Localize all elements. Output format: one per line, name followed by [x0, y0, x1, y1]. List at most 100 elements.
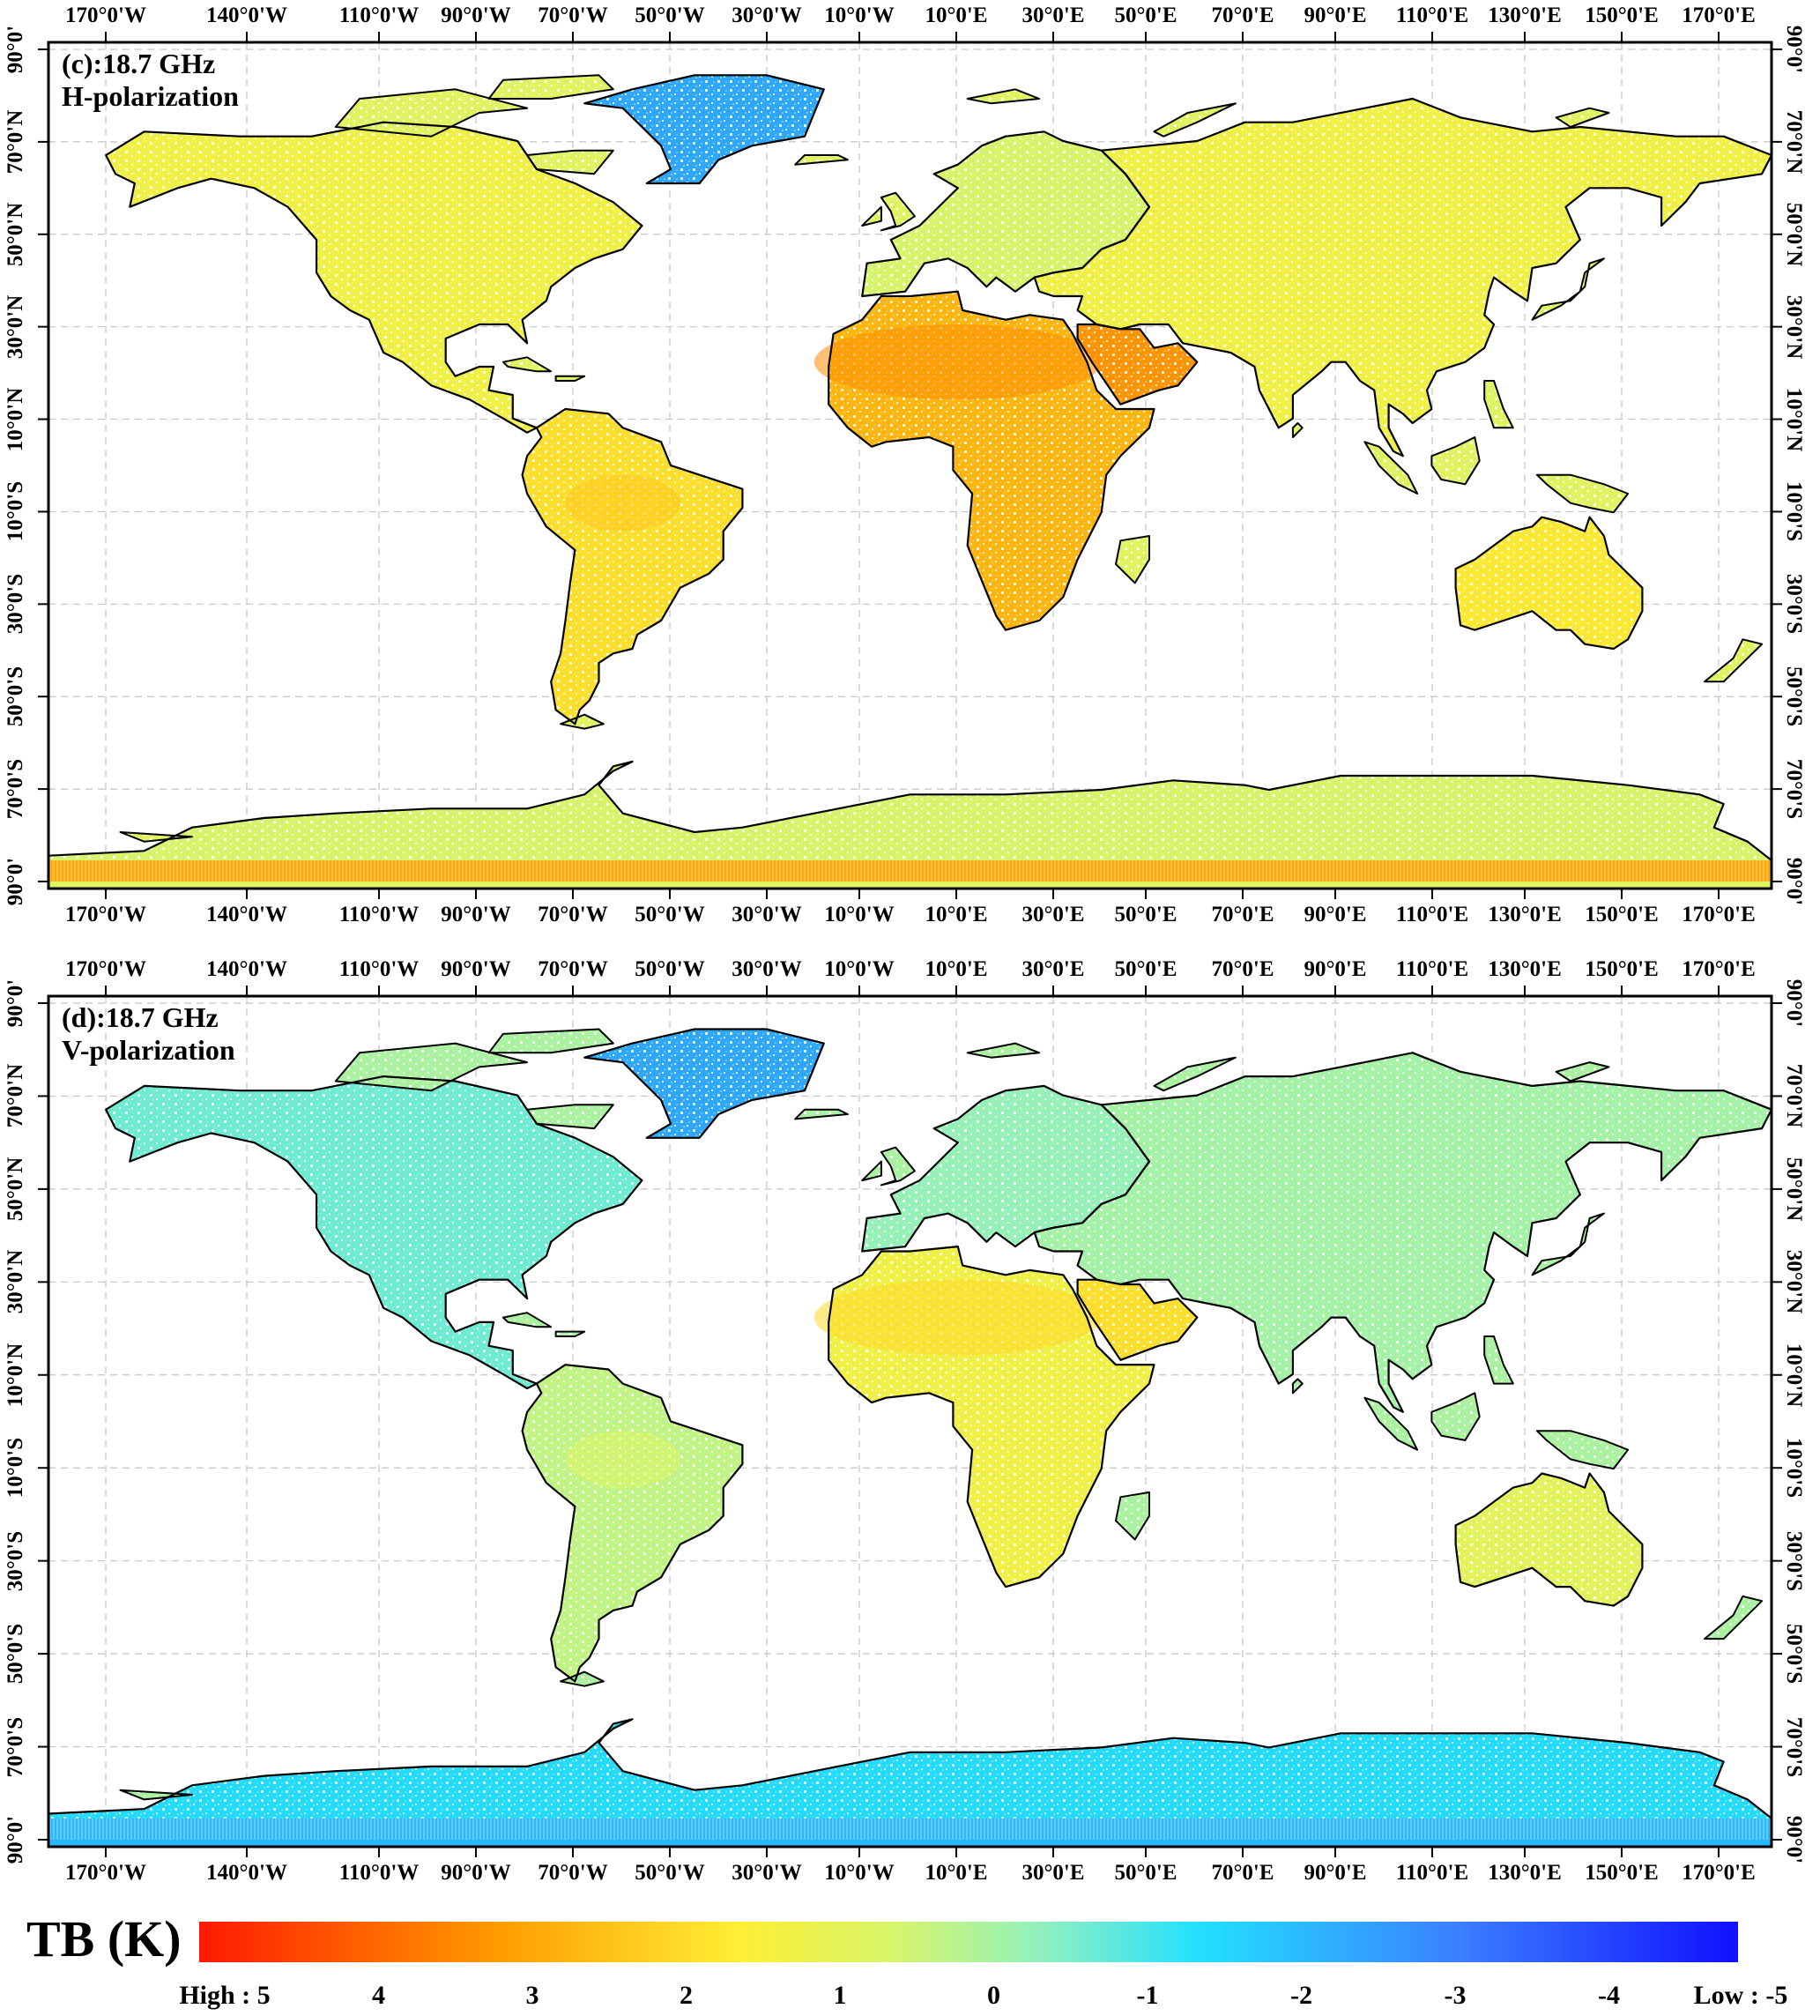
- lat-label-right: 70°0'N: [1782, 109, 1806, 175]
- lon-label-top: 150°0'E: [1585, 4, 1659, 27]
- lon-label-bottom: 110°0'E: [1395, 1861, 1469, 1885]
- lat-label-right: 50°0'S: [1782, 666, 1806, 727]
- lon-label-bottom: 110°0'W: [338, 1861, 420, 1885]
- land-mass: [48, 75, 1772, 889]
- legend-tick-label: 2: [680, 1981, 693, 2010]
- lon-label-bottom: 150°0'E: [1585, 1861, 1659, 1885]
- legend-tick-label: 3: [525, 1981, 539, 2010]
- panel-title-frequency: (d):18.7 GHz: [62, 1001, 219, 1033]
- lat-label-left: 30°0'N: [4, 294, 27, 359]
- legend-tick-label: High : 5: [179, 1981, 271, 2010]
- lon-label-bottom: 50°0'E: [1114, 1861, 1177, 1885]
- lon-label-top: 90°0'W: [441, 4, 511, 27]
- lon-label-bottom: 30°0'E: [1021, 903, 1085, 926]
- lat-label-left: 30°0'N: [4, 1250, 27, 1314]
- lat-label-left: 50°0'S: [4, 666, 27, 727]
- lat-label-left: 70°0'N: [4, 1064, 27, 1128]
- coastlines: [47, 74, 1773, 890]
- coastlines: [47, 1028, 1773, 1849]
- lon-label-top: 30°0'E: [1021, 957, 1085, 981]
- legend-tick-label: 0: [987, 1981, 1000, 2010]
- lat-label-left: 10°0'N: [4, 387, 27, 451]
- lon-label-top: 70°0'W: [538, 4, 608, 27]
- lon-label-bottom: 150°0'E: [1585, 903, 1659, 926]
- lon-label-bottom: 30°0'W: [732, 1861, 802, 1885]
- lat-label-left: 70°0'S: [4, 1716, 27, 1777]
- lat-label-right: 30°0'N: [1782, 294, 1806, 359]
- lon-label-bottom: 170°0'W: [65, 903, 146, 926]
- lon-label-bottom: 10°0'W: [824, 1861, 895, 1885]
- lon-label-bottom: 130°0'E: [1488, 1861, 1562, 1885]
- lon-label-bottom: 10°0'W: [824, 903, 895, 926]
- panel-title-d: (d):18.7 GHz V-polarization: [62, 1001, 235, 1067]
- lat-label-right: 10°0'N: [1782, 1343, 1806, 1408]
- lon-label-top: 170°0'E: [1682, 957, 1756, 981]
- lat-label-left: 90°0': [4, 978, 27, 1028]
- lat-label-left: 90°0': [4, 1815, 27, 1864]
- lon-label-top: 10°0'W: [824, 4, 895, 27]
- lat-label-right: 50°0'S: [1782, 1623, 1806, 1685]
- lon-label-bottom: 50°0'W: [635, 1861, 705, 1885]
- lon-label-bottom: 90°0'E: [1304, 903, 1367, 926]
- lon-label-bottom: 10°0'E: [925, 1861, 988, 1885]
- lat-label-left: 30°0'S: [4, 574, 27, 635]
- lat-label-right: 90°0': [1782, 857, 1806, 906]
- lat-label-right: 10°0'N: [1782, 387, 1806, 451]
- lat-label-right: 50°0'N: [1782, 1157, 1806, 1222]
- lat-label-left: 10°0'N: [4, 1343, 27, 1408]
- panel-title-polarization: H-polarization: [62, 79, 239, 112]
- lon-label-top: 70°0'E: [1211, 4, 1274, 27]
- legend-title: TB (K): [26, 1910, 182, 1968]
- lat-label-right: 30°0'S: [1782, 1530, 1806, 1591]
- legend-tick-label: Low : -5: [1693, 1981, 1788, 2010]
- lon-label-bottom: 70°0'W: [538, 1861, 608, 1885]
- lon-label-bottom: 90°0'W: [441, 903, 511, 926]
- lat-label-left: 90°0': [4, 25, 27, 74]
- lon-label-bottom: 70°0'E: [1211, 903, 1274, 926]
- lat-label-right: 70°0'N: [1782, 1064, 1806, 1128]
- colorbar: [199, 1922, 1738, 1962]
- map-frame: [47, 41, 1773, 890]
- lat-label-left: 10°0'S: [4, 481, 27, 542]
- lon-label-top: 110°0'W: [338, 957, 420, 981]
- lon-label-bottom: 170°0'W: [65, 1861, 146, 1885]
- lon-label-top: 30°0'W: [732, 4, 802, 27]
- lat-label-left: 50°0'S: [4, 1623, 27, 1685]
- lon-label-top: 110°0'E: [1395, 4, 1469, 27]
- map-frame: [47, 994, 1773, 1849]
- lat-label-left: 70°0'S: [4, 758, 27, 820]
- lon-label-bottom: 140°0'W: [206, 903, 287, 926]
- lon-label-bottom: 70°0'W: [538, 903, 608, 926]
- lon-label-top: 170°0'E: [1682, 4, 1756, 27]
- lon-label-top: 10°0'W: [824, 957, 895, 981]
- lon-label-top: 10°0'E: [925, 4, 988, 27]
- lon-label-bottom: 70°0'E: [1211, 1861, 1274, 1885]
- lon-label-top: 70°0'E: [1211, 957, 1274, 981]
- lon-label-top: 50°0'W: [635, 4, 705, 27]
- lon-label-top: 90°0'E: [1304, 957, 1367, 981]
- lon-label-top: 30°0'W: [732, 957, 802, 981]
- map-panel-d: [38, 986, 1782, 1857]
- lat-label-left: 90°0': [4, 857, 27, 906]
- lat-label-right: 70°0'S: [1782, 1716, 1806, 1777]
- lon-label-top: 130°0'E: [1488, 957, 1562, 981]
- lon-label-top: 140°0'W: [206, 957, 287, 981]
- legend-tick-label: -2: [1290, 1981, 1312, 2010]
- lon-label-bottom: 30°0'E: [1021, 1861, 1085, 1885]
- lon-label-top: 30°0'E: [1021, 4, 1085, 27]
- lat-label-right: 30°0'N: [1782, 1250, 1806, 1314]
- lon-label-top: 50°0'W: [635, 957, 705, 981]
- lon-label-top: 110°0'E: [1395, 957, 1469, 981]
- lon-label-top: 110°0'W: [338, 4, 420, 27]
- lon-label-bottom: 170°0'E: [1682, 903, 1756, 926]
- lon-label-top: 70°0'W: [538, 957, 608, 981]
- lon-label-top: 170°0'W: [65, 4, 146, 27]
- land-mass: [48, 1029, 1772, 1847]
- lon-label-top: 140°0'W: [206, 4, 287, 27]
- lon-label-bottom: 110°0'W: [338, 903, 420, 926]
- legend-tick-label: -4: [1598, 1981, 1620, 2010]
- lat-label-right: 90°0': [1782, 1815, 1806, 1864]
- lon-label-bottom: 90°0'E: [1304, 1861, 1367, 1885]
- lon-label-top: 170°0'W: [65, 957, 146, 981]
